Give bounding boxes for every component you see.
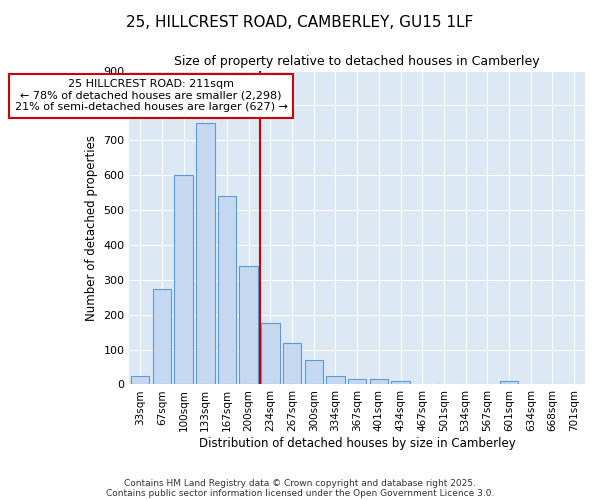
Bar — [196, 123, 215, 384]
Bar — [152, 288, 171, 384]
Bar — [305, 360, 323, 384]
Bar — [370, 379, 388, 384]
Text: 25 HILLCREST ROAD: 211sqm
← 78% of detached houses are smaller (2,298)
21% of se: 25 HILLCREST ROAD: 211sqm ← 78% of detac… — [14, 80, 287, 112]
Y-axis label: Number of detached properties: Number of detached properties — [85, 134, 98, 320]
Text: 25, HILLCREST ROAD, CAMBERLEY, GU15 1LF: 25, HILLCREST ROAD, CAMBERLEY, GU15 1LF — [127, 15, 473, 30]
Bar — [131, 376, 149, 384]
Bar — [348, 379, 367, 384]
Bar — [218, 196, 236, 384]
Bar — [391, 381, 410, 384]
Bar — [239, 266, 258, 384]
X-axis label: Distribution of detached houses by size in Camberley: Distribution of detached houses by size … — [199, 437, 515, 450]
Text: Contains public sector information licensed under the Open Government Licence 3.: Contains public sector information licen… — [106, 488, 494, 498]
Bar — [175, 175, 193, 384]
Bar — [283, 342, 301, 384]
Bar — [261, 324, 280, 384]
Text: Contains HM Land Registry data © Crown copyright and database right 2025.: Contains HM Land Registry data © Crown c… — [124, 478, 476, 488]
Title: Size of property relative to detached houses in Camberley: Size of property relative to detached ho… — [175, 55, 540, 68]
Bar — [500, 381, 518, 384]
Bar — [326, 376, 345, 384]
